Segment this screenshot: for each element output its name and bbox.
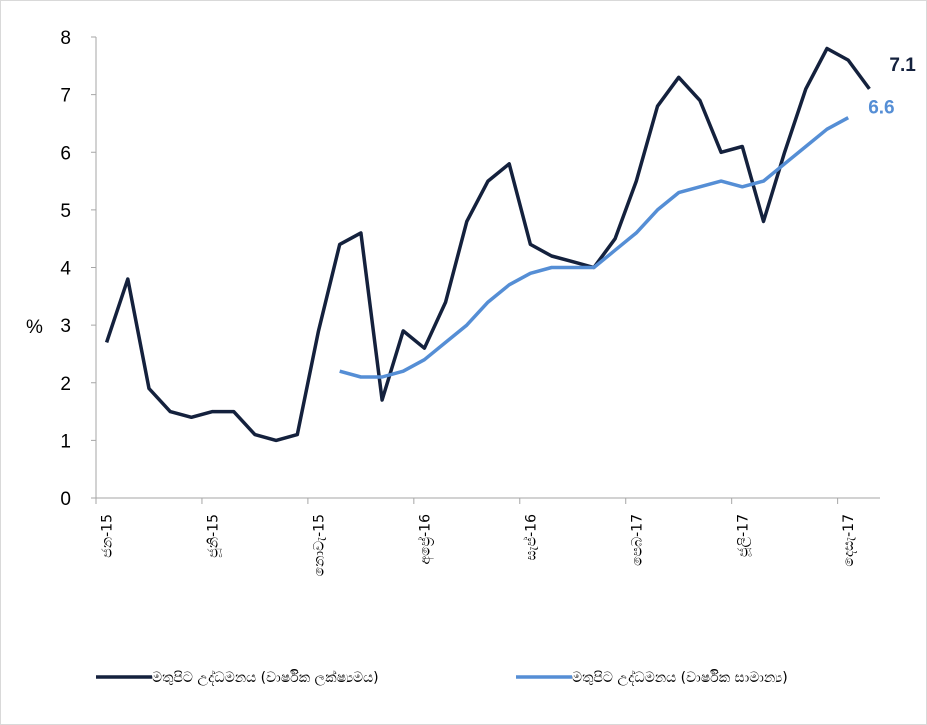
- y-axis-title: %: [26, 317, 43, 338]
- series-end-label-2: 6.6: [868, 98, 894, 119]
- series-line-1: [104, 46, 871, 443]
- y-tick-label: 5: [60, 201, 71, 222]
- series-lines: 7.1 6.6: [104, 46, 916, 443]
- x-tick-label: පෙබ-17: [629, 514, 645, 566]
- y-tick-label: 1: [60, 431, 71, 452]
- series-line-2: [339, 116, 850, 379]
- series-end-label-1: 7.1: [889, 55, 916, 76]
- y-tick-label: 3: [60, 316, 71, 337]
- y-tick-label: 7: [60, 86, 71, 107]
- legend-label-1: මතුපිට උද්ධමනය (වාර්ෂික ලක්ෂ්‍යමය): [152, 670, 379, 686]
- x-tick-label: සැප්-16: [523, 514, 539, 560]
- x-tick-label: ජන-15: [100, 514, 116, 558]
- legend: මතුපිට උද්ධමනය (වාර්ෂික ලක්ෂ්‍යමය) මතුපිට…: [96, 670, 788, 686]
- y-tick-label: 0: [60, 489, 71, 510]
- x-tick-label: නොවැ-15: [311, 514, 327, 576]
- legend-label-2: මතුපිට උද්ධමනය (වාර්ෂික සාමාන්‍ය): [572, 670, 788, 686]
- axes: 0 1 2 3 4 5 6 7 8 ජන-15 ජූනි-15 නොවැ-15 අප්‍රේ-16 සැප…: [60, 28, 880, 576]
- y-tick-label: 6: [60, 143, 71, 164]
- y-tick-label: 2: [60, 374, 71, 395]
- x-tick-label: ජූලි-17: [735, 514, 752, 557]
- y-tick-label: 8: [60, 28, 71, 49]
- x-tick-label: අප්‍රේ-16: [417, 514, 434, 565]
- x-tick-label: ජූනි-15: [206, 514, 223, 558]
- x-tick-label: දෙසැ-17: [841, 514, 857, 567]
- y-tick-label: 4: [60, 259, 71, 280]
